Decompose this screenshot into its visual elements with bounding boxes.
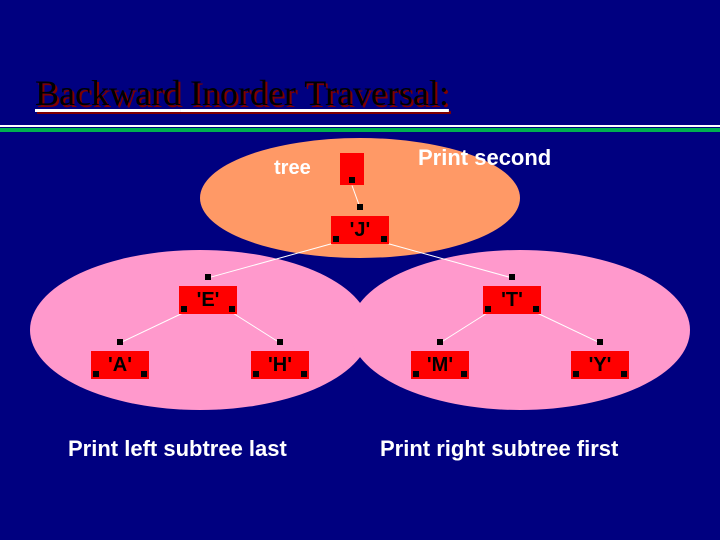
node-pin-left	[485, 306, 491, 312]
node-pin-right	[229, 306, 235, 312]
node-pin-top	[597, 339, 603, 345]
annotation-print-right: Print right subtree first	[380, 436, 618, 462]
title-rule-green	[0, 128, 720, 132]
tree-node-label: 'J'	[350, 219, 371, 242]
node-pin-right	[621, 371, 627, 377]
node-pin-top	[357, 204, 363, 210]
left-ellipse	[30, 250, 370, 410]
slide-title: Backward Inorder Traversal:	[35, 72, 449, 114]
pointer-pin	[349, 177, 355, 183]
node-pin-left	[181, 306, 187, 312]
node-pin-top	[277, 339, 283, 345]
slide-canvas: Backward Inorder Traversal:Backward Inor…	[0, 0, 720, 540]
tree-node-label: 'H'	[268, 354, 292, 377]
node-pin-left	[413, 371, 419, 377]
node-pin-left	[93, 371, 99, 377]
tree-node-label: 'T'	[501, 289, 523, 312]
annotation-tree: tree	[274, 157, 311, 180]
tree-node-label: 'Y'	[589, 354, 612, 377]
node-pin-top	[117, 339, 123, 345]
node-pin-left	[333, 236, 339, 242]
node-pin-left	[573, 371, 579, 377]
node-pin-right	[301, 371, 307, 377]
annotation-print-second: Print second	[418, 145, 551, 171]
node-pin-top	[437, 339, 443, 345]
node-pin-right	[533, 306, 539, 312]
tree-node-label: 'E'	[197, 289, 220, 312]
node-pin-left	[253, 371, 259, 377]
tree-node-label: 'A'	[108, 354, 132, 377]
tree-node-label: 'M'	[427, 354, 453, 377]
node-pin-right	[141, 371, 147, 377]
node-pin-top	[509, 274, 515, 280]
title-rule-white	[0, 125, 720, 127]
node-pin-right	[381, 236, 387, 242]
node-pin-right	[461, 371, 467, 377]
node-pin-top	[205, 274, 211, 280]
annotation-print-left: Print left subtree last	[68, 436, 287, 462]
right-ellipse	[350, 250, 690, 410]
